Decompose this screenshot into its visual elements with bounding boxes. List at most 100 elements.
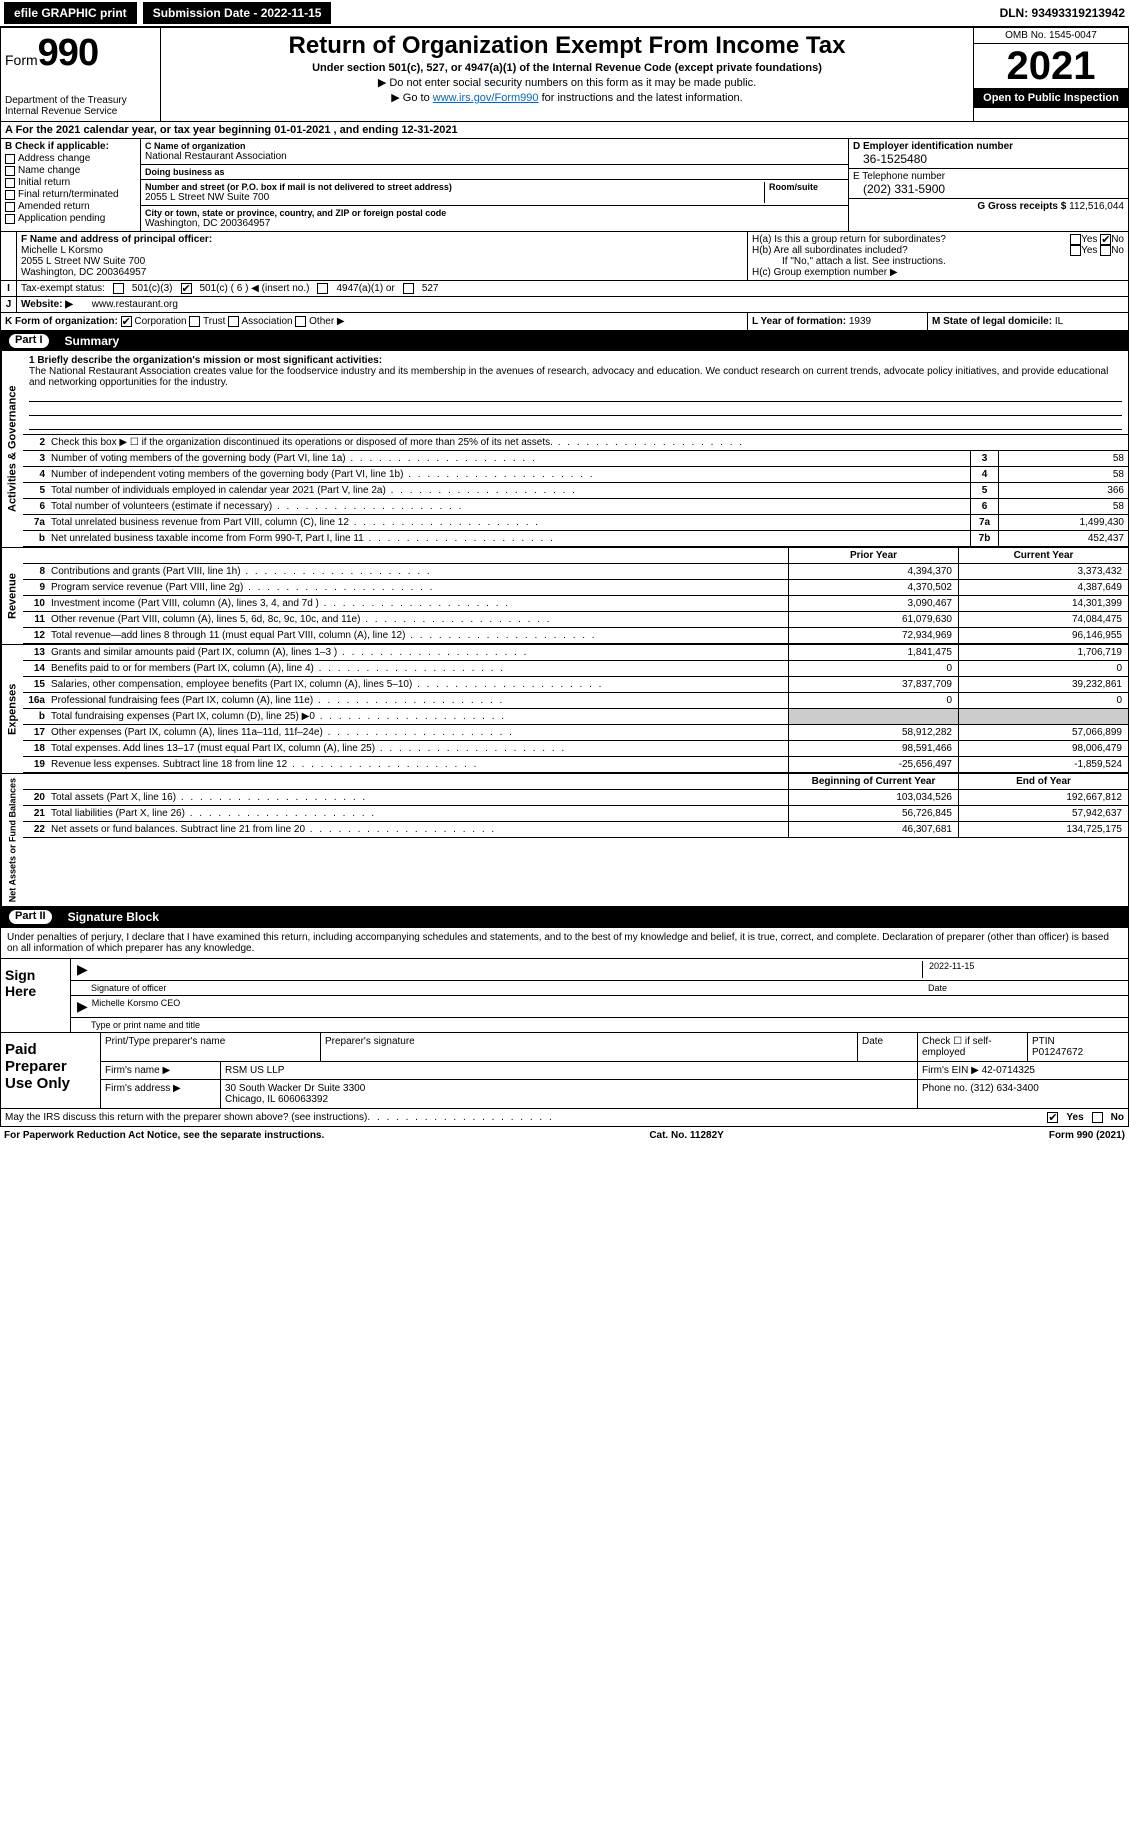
box-f: F Name and address of principal officer:… xyxy=(17,232,748,280)
side-expenses: Expenses xyxy=(1,645,23,773)
row-klm: K Form of organization: Corporation Trus… xyxy=(0,313,1129,331)
gov-row: 6Total number of volunteers (estimate if… xyxy=(23,499,1128,515)
sign-here-label: Sign Here xyxy=(1,959,71,1032)
bcy-eoy-header: Beginning of Current Year End of Year xyxy=(23,774,1128,790)
box-b: B Check if applicable: Address change Na… xyxy=(1,139,141,231)
year-formation: 1939 xyxy=(849,316,871,327)
penalty-text: Under penalties of perjury, I declare th… xyxy=(1,928,1128,959)
py-cy-header: Prior Year Current Year xyxy=(23,548,1128,564)
fin-row: 15Salaries, other compensation, employee… xyxy=(23,677,1128,693)
i-527[interactable] xyxy=(403,283,414,294)
irs-link[interactable]: www.irs.gov/Form990 xyxy=(433,92,539,104)
efile-topbar: efile GRAPHIC print Submission Date - 20… xyxy=(0,0,1129,27)
gov-row: bNet unrelated business taxable income f… xyxy=(23,531,1128,547)
cb-initial-return[interactable]: Initial return xyxy=(5,177,136,188)
box-h: H(a) Is this a group return for subordin… xyxy=(748,232,1128,280)
dln-label: DLN: 93493319213942 xyxy=(1000,6,1125,20)
fin-row: 17Other expenses (Part IX, column (A), l… xyxy=(23,725,1128,741)
tax-year: 2021 xyxy=(974,44,1128,88)
cb-address-change[interactable]: Address change xyxy=(5,153,136,164)
gov-row: 3Number of voting members of the governi… xyxy=(23,451,1128,467)
submission-date-button[interactable]: Submission Date - 2022-11-15 xyxy=(143,2,332,24)
fin-row: 13Grants and similar amounts paid (Part … xyxy=(23,645,1128,661)
section-fh: F Name and address of principal officer:… xyxy=(0,232,1129,281)
ha-no[interactable] xyxy=(1100,234,1111,245)
cb-name-change[interactable]: Name change xyxy=(5,165,136,176)
fin-row: 8Contributions and grants (Part VIII, li… xyxy=(23,564,1128,580)
gov-row: 5Total number of individuals employed in… xyxy=(23,483,1128,499)
section-bcd: B Check if applicable: Address change Na… xyxy=(0,139,1129,232)
efile-print-button[interactable]: efile GRAPHIC print xyxy=(4,2,137,24)
city-state-zip: Washington, DC 200364957 xyxy=(145,218,844,229)
ha-yes[interactable] xyxy=(1070,234,1081,245)
part-ii-header: Part II Signature Block xyxy=(0,907,1129,927)
paid-preparer-label: Paid Preparer Use Only xyxy=(1,1033,101,1108)
part-i-header: Part I Summary xyxy=(0,331,1129,351)
row-a-tax-year: A For the 2021 calendar year, or tax yea… xyxy=(0,122,1129,139)
box-c: C Name of organization National Restaura… xyxy=(141,139,848,231)
fin-row: 10Investment income (Part VIII, column (… xyxy=(23,596,1128,612)
instructions-link-row: ▶ Go to www.irs.gov/Form990 for instruct… xyxy=(167,91,967,104)
side-net-assets: Net Assets or Fund Balances xyxy=(1,774,23,906)
ptin: P01247672 xyxy=(1032,1047,1083,1058)
gross-receipts: 112,516,044 xyxy=(1069,201,1124,212)
gov-row: 2Check this box ▶ ☐ if the organization … xyxy=(23,435,1128,451)
firm-name: RSM US LLP xyxy=(221,1062,918,1079)
k-other[interactable] xyxy=(295,316,306,327)
i-501c[interactable] xyxy=(181,283,192,294)
officer-sig-name: Michelle Korsmo CEO xyxy=(92,998,1122,1015)
hb-yes[interactable] xyxy=(1070,245,1081,256)
k-corp[interactable] xyxy=(121,316,132,327)
irs-label: Internal Revenue Service xyxy=(5,106,156,117)
side-revenue: Revenue xyxy=(1,548,23,644)
dept-label: Department of the Treasury xyxy=(5,95,156,106)
box-d: D Employer identification number 36-1525… xyxy=(848,139,1128,231)
form-number: Form990 xyxy=(5,32,156,75)
discuss-yes[interactable] xyxy=(1047,1112,1058,1123)
org-name: National Restaurant Association xyxy=(145,151,844,162)
mission-block: 1 Briefly describe the organization's mi… xyxy=(23,351,1128,435)
fin-row: 21Total liabilities (Part X, line 26)56,… xyxy=(23,806,1128,822)
website: www.restaurant.org xyxy=(92,299,178,310)
open-to-public: Open to Public Inspection xyxy=(974,88,1128,108)
discuss-no[interactable] xyxy=(1092,1112,1103,1123)
gov-row: 7aTotal unrelated business revenue from … xyxy=(23,515,1128,531)
k-trust[interactable] xyxy=(189,316,200,327)
officer-name: Michelle L Korsmo xyxy=(21,245,743,256)
fin-row: 18Total expenses. Add lines 13–17 (must … xyxy=(23,741,1128,757)
fin-row: 12Total revenue—add lines 8 through 11 (… xyxy=(23,628,1128,644)
cb-final-return[interactable]: Final return/terminated xyxy=(5,189,136,200)
ein: 36-1525480 xyxy=(853,152,1124,166)
hb-no[interactable] xyxy=(1100,245,1111,256)
fin-row: 16aProfessional fundraising fees (Part I… xyxy=(23,693,1128,709)
cb-amended[interactable]: Amended return xyxy=(5,201,136,212)
signature-block: Under penalties of perjury, I declare th… xyxy=(0,927,1129,1033)
firm-addr2: Chicago, IL 606063392 xyxy=(225,1094,913,1105)
form-subtitle: Under section 501(c), 527, or 4947(a)(1)… xyxy=(167,62,967,74)
form-header: Form990 Department of the Treasury Inter… xyxy=(0,27,1129,122)
fin-row: 11Other revenue (Part VIII, column (A), … xyxy=(23,612,1128,628)
fin-row: 9Program service revenue (Part VIII, lin… xyxy=(23,580,1128,596)
ssn-note: ▶ Do not enter social security numbers o… xyxy=(167,76,967,89)
fin-row: 22Net assets or fund balances. Subtract … xyxy=(23,822,1128,838)
side-governance: Activities & Governance xyxy=(1,351,23,547)
firm-phone: (312) 634-3400 xyxy=(970,1083,1038,1094)
state-domicile: IL xyxy=(1055,316,1063,327)
i-501c3[interactable] xyxy=(113,283,124,294)
k-assoc[interactable] xyxy=(228,316,239,327)
gov-row: 4Number of independent voting members of… xyxy=(23,467,1128,483)
preparer-block: Paid Preparer Use Only Print/Type prepar… xyxy=(0,1033,1129,1109)
fin-row: 14Benefits paid to or for members (Part … xyxy=(23,661,1128,677)
cb-app-pending[interactable]: Application pending xyxy=(5,213,136,224)
fin-row: 20Total assets (Part X, line 16)103,034,… xyxy=(23,790,1128,806)
firm-addr1: 30 South Wacker Dr Suite 3300 xyxy=(225,1083,913,1094)
fin-row: bTotal fundraising expenses (Part IX, co… xyxy=(23,709,1128,725)
page-footer: For Paperwork Reduction Act Notice, see … xyxy=(0,1127,1129,1144)
street-address: 2055 L Street NW Suite 700 xyxy=(145,192,764,203)
i-4947[interactable] xyxy=(317,283,328,294)
discuss-row: May the IRS discuss this return with the… xyxy=(0,1109,1129,1127)
form-title: Return of Organization Exempt From Incom… xyxy=(167,32,967,60)
mission-text: The National Restaurant Association crea… xyxy=(29,366,1122,388)
fin-row: 19Revenue less expenses. Subtract line 1… xyxy=(23,757,1128,773)
omb-number: OMB No. 1545-0047 xyxy=(974,28,1128,44)
